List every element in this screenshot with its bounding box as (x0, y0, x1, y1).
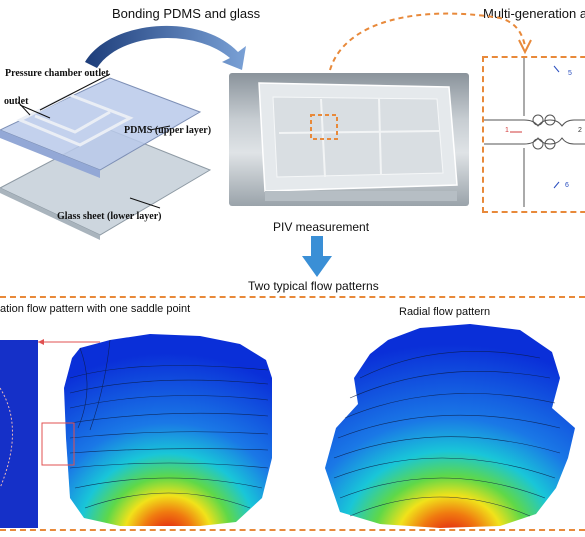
left-pattern-title: ation flow pattern with one saddle point (0, 303, 191, 315)
pressure-outlet-label: Pressure chamber outlet (5, 68, 109, 79)
network-label-2: 2 (578, 127, 582, 134)
network-label-5: 5 (568, 70, 572, 77)
network-label-1: 1 (505, 127, 509, 134)
saddle-inset (0, 340, 38, 528)
right-pattern-title: Radial flow pattern (399, 306, 491, 318)
lower-separator (0, 529, 585, 531)
multigen-label: Multi-generation a (483, 6, 585, 21)
network-label-6: 6 (565, 182, 569, 189)
upper-separator (0, 296, 585, 298)
flow-patterns (0, 324, 575, 528)
magnify-arrowhead-icon (518, 39, 532, 55)
pdms-label: PDMS (upper layer) (124, 125, 212, 136)
piv-label: PIV measurement (273, 220, 370, 234)
chip-photo-details (258, 82, 458, 201)
bonding-arrow-icon (85, 25, 246, 70)
network-panel (482, 56, 585, 213)
saddle-field (41, 334, 272, 526)
bonding-label: Bonding PDMS and glass (112, 6, 261, 21)
network-drawing (484, 58, 585, 207)
glass-label: Glass sheet (lower layer) (57, 211, 162, 222)
radial-field (325, 324, 575, 528)
two-patterns-label: Two typical flow patterns (248, 279, 379, 293)
down-arrow-icon (302, 236, 332, 277)
outlet-label: outlet (4, 96, 29, 107)
device-diagram (0, 73, 212, 240)
process-arrows (85, 12, 532, 71)
